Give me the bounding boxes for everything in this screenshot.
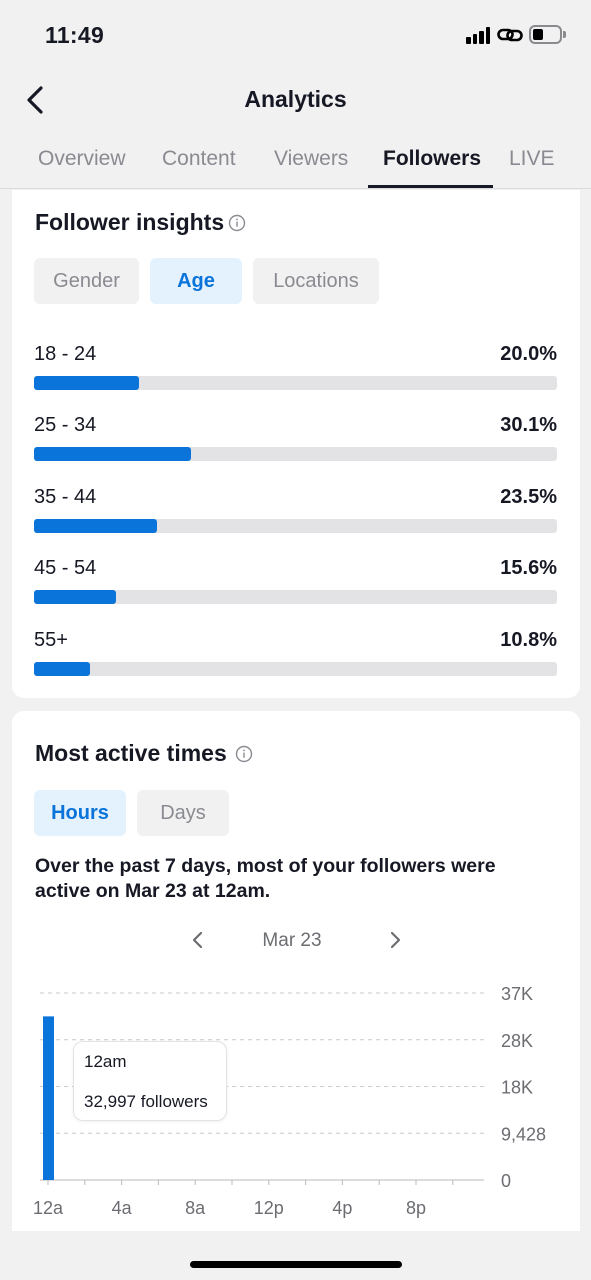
age-label: 45 - 54 <box>34 557 97 579</box>
y-tick-label: 37K <box>501 984 533 1004</box>
age-label: 35 - 44 <box>34 486 97 508</box>
most-active-title-text: Most active times <box>35 740 227 766</box>
chart-tooltip: 12am 32,997 followers <box>73 1041 227 1121</box>
x-tick-label: 4p <box>332 1198 352 1218</box>
x-tick-label: 8p <box>406 1198 426 1218</box>
age-bar-fill <box>34 519 157 533</box>
page-title: Analytics <box>244 86 347 112</box>
follower-insights-card: Follower insights Gender Age Locations 1… <box>12 190 580 698</box>
x-tick-label: 8a <box>185 1198 206 1218</box>
tab-live[interactable]: LIVE <box>509 147 555 170</box>
age-bar-track <box>34 662 557 676</box>
age-row: 45 - 54 15.6% <box>34 557 557 607</box>
age-bar-track <box>34 590 557 604</box>
tab-bar: Overview Content Viewers Followers LIVE <box>0 140 591 189</box>
age-bar-fill <box>34 376 139 390</box>
age-label: 55+ <box>34 629 68 651</box>
y-tick-label: 18K <box>501 1078 533 1098</box>
age-percent: 15.6% <box>500 557 557 579</box>
age-percent: 23.5% <box>500 486 557 508</box>
age-bar-track <box>34 447 557 461</box>
filter-age[interactable]: Age <box>150 258 242 304</box>
age-label: 18 - 24 <box>34 343 97 365</box>
age-percent: 10.8% <box>500 629 557 651</box>
chart-bar[interactable] <box>43 1016 54 1180</box>
chevron-left-icon[interactable] <box>186 926 208 954</box>
tooltip-value: 32,997 followers <box>84 1092 208 1111</box>
age-bar-fill <box>34 662 91 676</box>
status-bar: 11:49 <box>0 0 591 70</box>
most-active-times-card: Most active times Hours Days Over the pa… <box>12 711 580 1231</box>
y-tick-label: 28K <box>501 1031 533 1051</box>
y-tick-label: 9,428 <box>501 1124 546 1144</box>
back-button[interactable] <box>18 82 52 118</box>
tab-followers[interactable]: Followers <box>383 147 482 170</box>
filter-gender[interactable]: Gender <box>34 258 139 304</box>
info-icon[interactable] <box>228 214 246 232</box>
age-label: 25 - 34 <box>34 414 97 436</box>
age-bar-track <box>34 376 557 390</box>
signal-icon <box>466 26 492 44</box>
age-bar-fill <box>34 447 192 461</box>
battery-icon <box>529 25 562 44</box>
age-row: 35 - 44 23.5% <box>34 486 557 536</box>
age-bar-fill <box>34 590 116 604</box>
follower-insights-title: Follower insights <box>35 209 246 236</box>
age-row: 25 - 34 30.1% <box>34 414 557 464</box>
filter-locations[interactable]: Locations <box>253 258 379 304</box>
chevron-right-icon[interactable] <box>384 926 406 954</box>
x-tick-label: 12a <box>33 1198 64 1218</box>
age-row: 55+ 10.8% <box>34 629 557 679</box>
home-indicator <box>190 1261 402 1268</box>
battery-tip <box>563 31 566 38</box>
tab-active-indicator <box>368 185 493 188</box>
y-tick-label: 0 <box>501 1171 511 1191</box>
age-percent: 30.1% <box>500 414 557 436</box>
most-active-title: Most active times <box>35 740 253 767</box>
date-label: Mar 23 <box>262 930 322 951</box>
hourly-activity-chart: 37K 28K 18K 9,428 0 12a 4a 8a 12p 4p 8p <box>33 984 546 1218</box>
tab-content[interactable]: Content <box>162 147 236 170</box>
x-tick-label: 4a <box>112 1198 133 1218</box>
status-time: 11:49 <box>45 22 105 48</box>
tab-viewers[interactable]: Viewers <box>274 147 349 170</box>
age-row: 18 - 24 20.0% <box>34 343 557 393</box>
age-bar-track <box>34 519 557 533</box>
tab-overview[interactable]: Overview <box>38 147 126 170</box>
chevron-left-icon <box>27 86 43 114</box>
date-navigator: Mar 23 <box>12 926 580 956</box>
active-summary: Over the past 7 days, most of your follo… <box>35 855 496 902</box>
filter-hours[interactable]: Hours <box>34 790 126 836</box>
link-icon <box>497 28 523 42</box>
filter-days[interactable]: Days <box>137 790 229 836</box>
tooltip-time: 12am <box>84 1052 127 1071</box>
x-tick-label: 12p <box>254 1198 284 1218</box>
follower-insights-title-text: Follower insights <box>35 209 225 235</box>
info-icon[interactable] <box>235 745 253 763</box>
age-percent: 20.0% <box>500 343 557 365</box>
